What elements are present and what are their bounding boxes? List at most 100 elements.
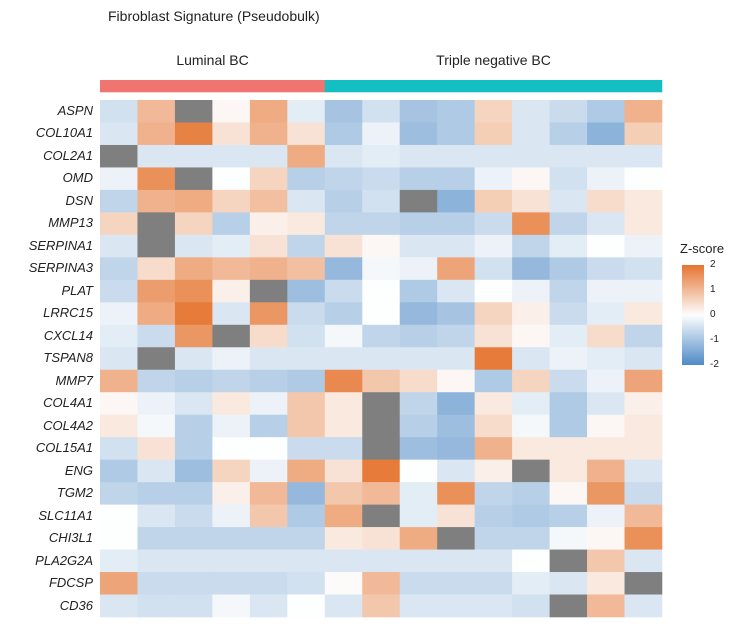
- heatmap-cell: [287, 324, 326, 348]
- heatmap-cell: [512, 302, 550, 326]
- heatmap-cell: [624, 459, 663, 483]
- heatmap-cell: [587, 302, 625, 326]
- heatmap-cell: [324, 459, 363, 483]
- colorbar: [682, 265, 704, 365]
- row-label-mmp13: MMP13: [48, 215, 93, 231]
- heatmap-cell: [587, 369, 625, 393]
- heatmap-cell: [399, 437, 438, 460]
- legend-title: Z-score: [680, 241, 725, 256]
- heatmap-cell: [174, 572, 213, 595]
- heatmap-cell: [249, 324, 288, 348]
- heatmap-cell: [474, 594, 513, 618]
- heatmap-cell: [399, 482, 438, 505]
- heatmap-cell: [549, 167, 588, 191]
- heatmap-cell: [362, 302, 401, 326]
- heatmap-cell-na: [362, 437, 401, 460]
- heatmap-cell: [287, 392, 326, 415]
- row-label-tspan8: TSPAN8: [43, 350, 93, 366]
- heatmap-cell: [512, 347, 550, 371]
- heatmap-cell-na: [137, 347, 176, 371]
- heatmap-cell: [474, 482, 513, 505]
- heatmap-cell: [324, 414, 363, 438]
- heatmap-cell: [174, 369, 213, 393]
- heatmap-cell: [137, 257, 176, 281]
- heatmap-cell: [212, 459, 251, 483]
- heatmap-cell: [249, 302, 288, 326]
- heatmap-cell: [287, 302, 326, 326]
- heatmap-cell: [474, 302, 513, 326]
- heatmap-cell: [324, 279, 363, 303]
- heatmap-cell: [399, 100, 438, 123]
- heatmap-cell: [362, 234, 401, 258]
- heatmap-cell: [137, 189, 176, 213]
- heatmap-cell: [100, 527, 138, 550]
- heatmap-cell: [174, 437, 213, 460]
- heatmap-cell: [399, 212, 438, 236]
- heatmap-cell: [100, 459, 138, 483]
- heatmap-cell: [137, 369, 176, 393]
- heatmap-cell: [587, 122, 625, 146]
- heatmap-cell: [174, 189, 213, 213]
- heatmap-cell: [362, 482, 401, 505]
- heatmap-cell: [549, 527, 588, 550]
- heatmap-cell: [100, 324, 138, 348]
- row-label-mmp7: MMP7: [55, 372, 93, 388]
- heatmap-cell: [100, 347, 138, 371]
- heatmap-cell: [174, 527, 213, 550]
- heatmap-cell: [174, 212, 213, 236]
- heatmap-cell: [512, 144, 550, 168]
- heatmap-cell: [587, 324, 625, 348]
- heatmap-cell: [324, 212, 363, 236]
- heatmap-cell: [624, 302, 663, 326]
- heatmap-cell: [437, 122, 475, 146]
- heatmap-cell: [624, 347, 663, 371]
- row-label-aspn: ASPN: [57, 103, 93, 118]
- heatmap-cell: [474, 100, 513, 123]
- heatmap-cell: [212, 279, 251, 303]
- heatmap-cell: [212, 167, 251, 191]
- legend-tick-label: 2: [710, 259, 716, 270]
- heatmap-cell: [512, 369, 550, 393]
- heatmap-cell-na: [362, 392, 401, 415]
- heatmap-cell: [137, 437, 176, 460]
- heatmap-cell: [437, 324, 475, 348]
- heatmap-cell: [474, 572, 513, 595]
- heatmap-cell: [249, 369, 288, 393]
- heatmap-cell: [549, 459, 588, 483]
- heatmap-cell: [137, 392, 176, 415]
- heatmap-cell-na: [100, 144, 138, 168]
- row-label-cd36: CD36: [59, 597, 93, 613]
- heatmap-cell: [100, 257, 138, 281]
- heatmap-cell: [624, 144, 663, 168]
- heatmap-cell: [287, 100, 326, 123]
- heatmap-cell: [474, 122, 513, 146]
- row-label-chi3l1: CHI3L1: [48, 530, 93, 546]
- heatmap-cell: [362, 572, 401, 595]
- heatmap-cell: [212, 234, 251, 258]
- heatmap-cell: [624, 122, 663, 146]
- heatmap-cell: [100, 392, 138, 415]
- heatmap-cell: [399, 234, 438, 258]
- row-label-slc11a1: SLC11A1: [38, 507, 93, 523]
- heatmap-cell: [474, 459, 513, 483]
- heatmap-cell-na: [362, 414, 401, 438]
- heatmap-cell: [624, 482, 663, 505]
- heatmap-cell: [249, 122, 288, 146]
- row-label-col10a1: COL10A1: [35, 125, 93, 141]
- group-label-tnbc: Triple negative BC: [436, 52, 551, 68]
- heatmap-cell: [100, 279, 138, 303]
- annotation-bar-triple-negative-bc: [324, 80, 663, 93]
- heatmap-cell: [324, 369, 363, 393]
- heatmap-cell: [287, 234, 326, 258]
- annotation-bar-luminal-bc: [100, 80, 326, 93]
- heatmap-cell: [587, 144, 625, 168]
- heatmap-cell: [287, 257, 326, 281]
- row-label-serpina1: SERPINA1: [28, 237, 93, 253]
- heatmap-cell: [324, 347, 363, 371]
- heatmap-cell: [549, 324, 588, 348]
- heatmap-cell: [362, 324, 401, 348]
- heatmap-cell: [287, 482, 326, 505]
- heatmap-cell: [174, 347, 213, 371]
- heatmap-cell-na: [249, 279, 288, 303]
